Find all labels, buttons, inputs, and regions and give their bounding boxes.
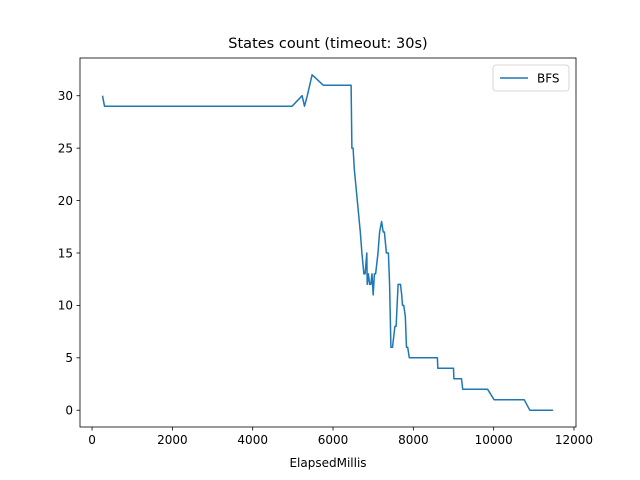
x-tick-label: 4000 xyxy=(237,433,268,447)
y-tick-label: 5 xyxy=(65,351,73,365)
legend: BFS xyxy=(492,64,570,92)
x-axis: 0 2000 4000 6000 8000 10000 12000 xyxy=(88,427,593,447)
x-axis-label: ElapsedMillis xyxy=(289,456,366,470)
y-tick-label: 30 xyxy=(58,89,73,103)
y-tick-label: 15 xyxy=(58,246,73,260)
x-tick-label: 8000 xyxy=(398,433,429,447)
x-tick-label: 6000 xyxy=(318,433,349,447)
y-tick-label: 0 xyxy=(65,404,73,418)
x-tick-label: 10000 xyxy=(475,433,513,447)
plot-frame xyxy=(79,57,577,428)
y-axis: 0 5 10 15 20 25 30 xyxy=(58,89,80,418)
x-tick-label: 12000 xyxy=(555,433,593,447)
y-tick-label: 10 xyxy=(58,299,73,313)
x-tick-label: 2000 xyxy=(157,433,188,447)
x-tick-label: 0 xyxy=(88,433,96,447)
legend-label-bfs: BFS xyxy=(537,72,560,86)
y-tick-label: 20 xyxy=(58,194,73,208)
plot-area xyxy=(80,58,576,427)
legend-box xyxy=(492,64,570,92)
y-tick-label: 25 xyxy=(58,141,73,155)
series-line-bfs xyxy=(101,74,554,411)
chart-title: States count (timeout: 30s) xyxy=(228,36,427,52)
